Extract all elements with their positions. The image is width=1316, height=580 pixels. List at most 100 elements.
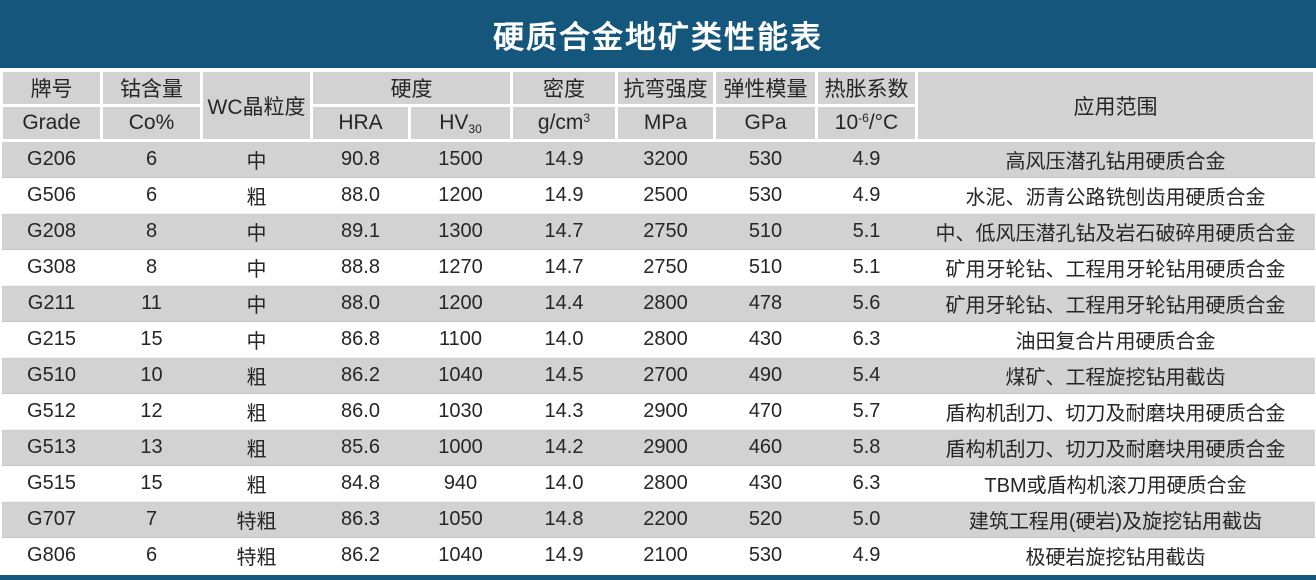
cell-cobalt-content: 8 <box>101 213 202 250</box>
cell-hardness-hv30: 940 <box>409 465 512 502</box>
density-unit-label: g/cm <box>537 111 584 134</box>
table-row: G215 15 中 86.8 1100 14.0 2800 430 6.3 油田… <box>1 321 1315 358</box>
cell-wc-grain-size: 中 <box>201 285 312 322</box>
cell-bending-strength: 2700 <box>616 357 715 394</box>
cell-thermal-expansion: 5.7 <box>816 393 917 430</box>
cell-hardness-hv30: 1100 <box>409 321 512 358</box>
cell-thermal-expansion: 5.1 <box>816 249 917 286</box>
table-row: G506 6 粗 88.0 1200 14.9 2500 530 4.9 水泥、… <box>1 177 1315 214</box>
cte-unit-superscript: -6 <box>858 111 869 125</box>
cell-thermal-expansion: 5.8 <box>816 429 917 466</box>
cell-thermal-expansion: 5.1 <box>816 213 917 250</box>
cell-hardness-hv30: 1270 <box>409 249 512 286</box>
table-header: 牌号 钴含量 WC晶粒度 硬度 密度 抗弯强度 弹性模量 热胀系数 应用范围 G… <box>0 72 1316 142</box>
density-unit-superscript: 3 <box>583 111 591 125</box>
cell-thermal-expansion: 6.3 <box>816 321 917 358</box>
hv-subscript: 30 <box>468 121 482 136</box>
cell-elastic-modulus: 470 <box>714 393 817 430</box>
col-header-cte-cn: 热胀系数 <box>815 72 918 107</box>
table-row: G513 13 粗 85.6 1000 14.2 2900 460 5.8 盾构… <box>1 429 1315 466</box>
cell-hardness-hra: 86.0 <box>311 393 410 430</box>
cell-bending-strength: 2800 <box>616 321 715 358</box>
cell-density: 14.9 <box>511 177 617 214</box>
cell-bending-strength: 2900 <box>616 393 715 430</box>
cell-elastic-modulus: 430 <box>714 465 817 502</box>
cell-elastic-modulus: 520 <box>714 501 817 538</box>
cell-hardness-hv30: 1040 <box>409 357 512 394</box>
cell-application: 盾构机刮刀、切刀及耐磨块用硬质合金 <box>916 429 1315 466</box>
table-row: G211 11 中 88.0 1200 14.4 2800 478 5.6 矿用… <box>1 285 1315 322</box>
col-header-hardness: 硬度 <box>310 72 513 107</box>
cell-density: 14.7 <box>511 213 617 250</box>
page-title: 硬质合金地矿类性能表 <box>493 19 823 55</box>
cell-bending-strength: 2100 <box>616 537 715 573</box>
cell-wc-grain-size: 中 <box>201 249 312 286</box>
cell-wc-grain-size: 粗 <box>201 465 312 502</box>
cell-elastic-modulus: 530 <box>714 537 817 573</box>
cell-cobalt-content: 11 <box>101 285 202 322</box>
col-header-tra-cn: 抗弯强度 <box>615 72 716 107</box>
cell-wc-grain-size: 中 <box>201 140 312 178</box>
cell-wc-grain-size: 特粗 <box>201 501 312 538</box>
cte-unit-base: 10 <box>834 111 859 134</box>
cell-hardness-hv30: 1200 <box>409 177 512 214</box>
cell-density: 14.2 <box>511 429 617 466</box>
cell-wc-grain-size: 中 <box>201 213 312 250</box>
cell-bending-strength: 2800 <box>616 465 715 502</box>
cell-elastic-modulus: 460 <box>714 429 817 466</box>
cell-application: 矿用牙轮钻、工程用牙轮钻用硬质合金 <box>916 249 1315 286</box>
cell-grade: G513 <box>1 429 102 466</box>
cell-density: 14.0 <box>511 321 617 358</box>
cell-thermal-expansion: 4.9 <box>816 177 917 214</box>
cell-grade: G506 <box>1 177 102 214</box>
cell-application: 盾构机刮刀、切刀及耐磨块用硬质合金 <box>916 393 1315 430</box>
cell-density: 14.8 <box>511 501 617 538</box>
cell-cobalt-content: 6 <box>101 177 202 214</box>
cell-hardness-hra: 88.0 <box>311 177 410 214</box>
cell-hardness-hra: 88.0 <box>311 285 410 322</box>
cell-cobalt-content: 15 <box>101 465 202 502</box>
cell-wc-grain-size: 粗 <box>201 357 312 394</box>
cell-elastic-modulus: 478 <box>714 285 817 322</box>
col-header-modulus-cn: 弹性模量 <box>713 72 818 107</box>
table-row: G707 7 特粗 86.3 1050 14.8 2200 520 5.0 建筑… <box>1 501 1315 538</box>
cell-elastic-modulus: 530 <box>714 177 817 214</box>
cell-hardness-hra: 86.3 <box>311 501 410 538</box>
cell-density: 14.7 <box>511 249 617 286</box>
cell-density: 14.9 <box>511 140 617 178</box>
cell-application: 高风压潜孔钻用硬质合金 <box>916 140 1315 178</box>
cell-hardness-hv30: 1300 <box>409 213 512 250</box>
cell-wc-grain-size: 粗 <box>201 393 312 430</box>
cell-density: 14.0 <box>511 465 617 502</box>
col-header-grade-cn: 牌号 <box>0 72 103 107</box>
table-row: G515 15 粗 84.8 940 14.0 2800 430 6.3 TBM… <box>1 465 1315 502</box>
cell-hardness-hra: 86.2 <box>311 537 410 573</box>
cte-unit-rest: /°C <box>868 111 899 134</box>
cell-density: 14.5 <box>511 357 617 394</box>
cell-thermal-expansion: 5.6 <box>816 285 917 322</box>
cell-elastic-modulus: 490 <box>714 357 817 394</box>
cell-bending-strength: 2800 <box>616 285 715 322</box>
cell-elastic-modulus: 530 <box>714 140 817 178</box>
cell-grade: G206 <box>1 140 102 178</box>
cell-hardness-hv30: 1000 <box>409 429 512 466</box>
hv-label: HV <box>439 110 469 134</box>
cell-hardness-hv30: 1040 <box>409 537 512 573</box>
col-header-density-unit: g/cm3 <box>510 104 618 142</box>
cell-grade: G707 <box>1 501 102 538</box>
cell-hardness-hra: 86.2 <box>311 357 410 394</box>
cell-elastic-modulus: 430 <box>714 321 817 358</box>
cell-elastic-modulus: 510 <box>714 249 817 286</box>
cell-grade: G512 <box>1 393 102 430</box>
cell-bending-strength: 2750 <box>616 213 715 250</box>
col-header-cte-unit: 10-6/°C <box>815 104 918 142</box>
cell-density: 14.9 <box>511 537 617 573</box>
col-header-hv30: HV30 <box>408 104 513 142</box>
col-header-density-cn: 密度 <box>510 72 618 107</box>
col-header-hra: HRA <box>310 104 411 142</box>
cell-grade: G208 <box>1 213 102 250</box>
cell-application: 油田复合片用硬质合金 <box>916 321 1315 358</box>
cell-cobalt-content: 7 <box>101 501 202 538</box>
cell-thermal-expansion: 4.9 <box>816 140 917 178</box>
